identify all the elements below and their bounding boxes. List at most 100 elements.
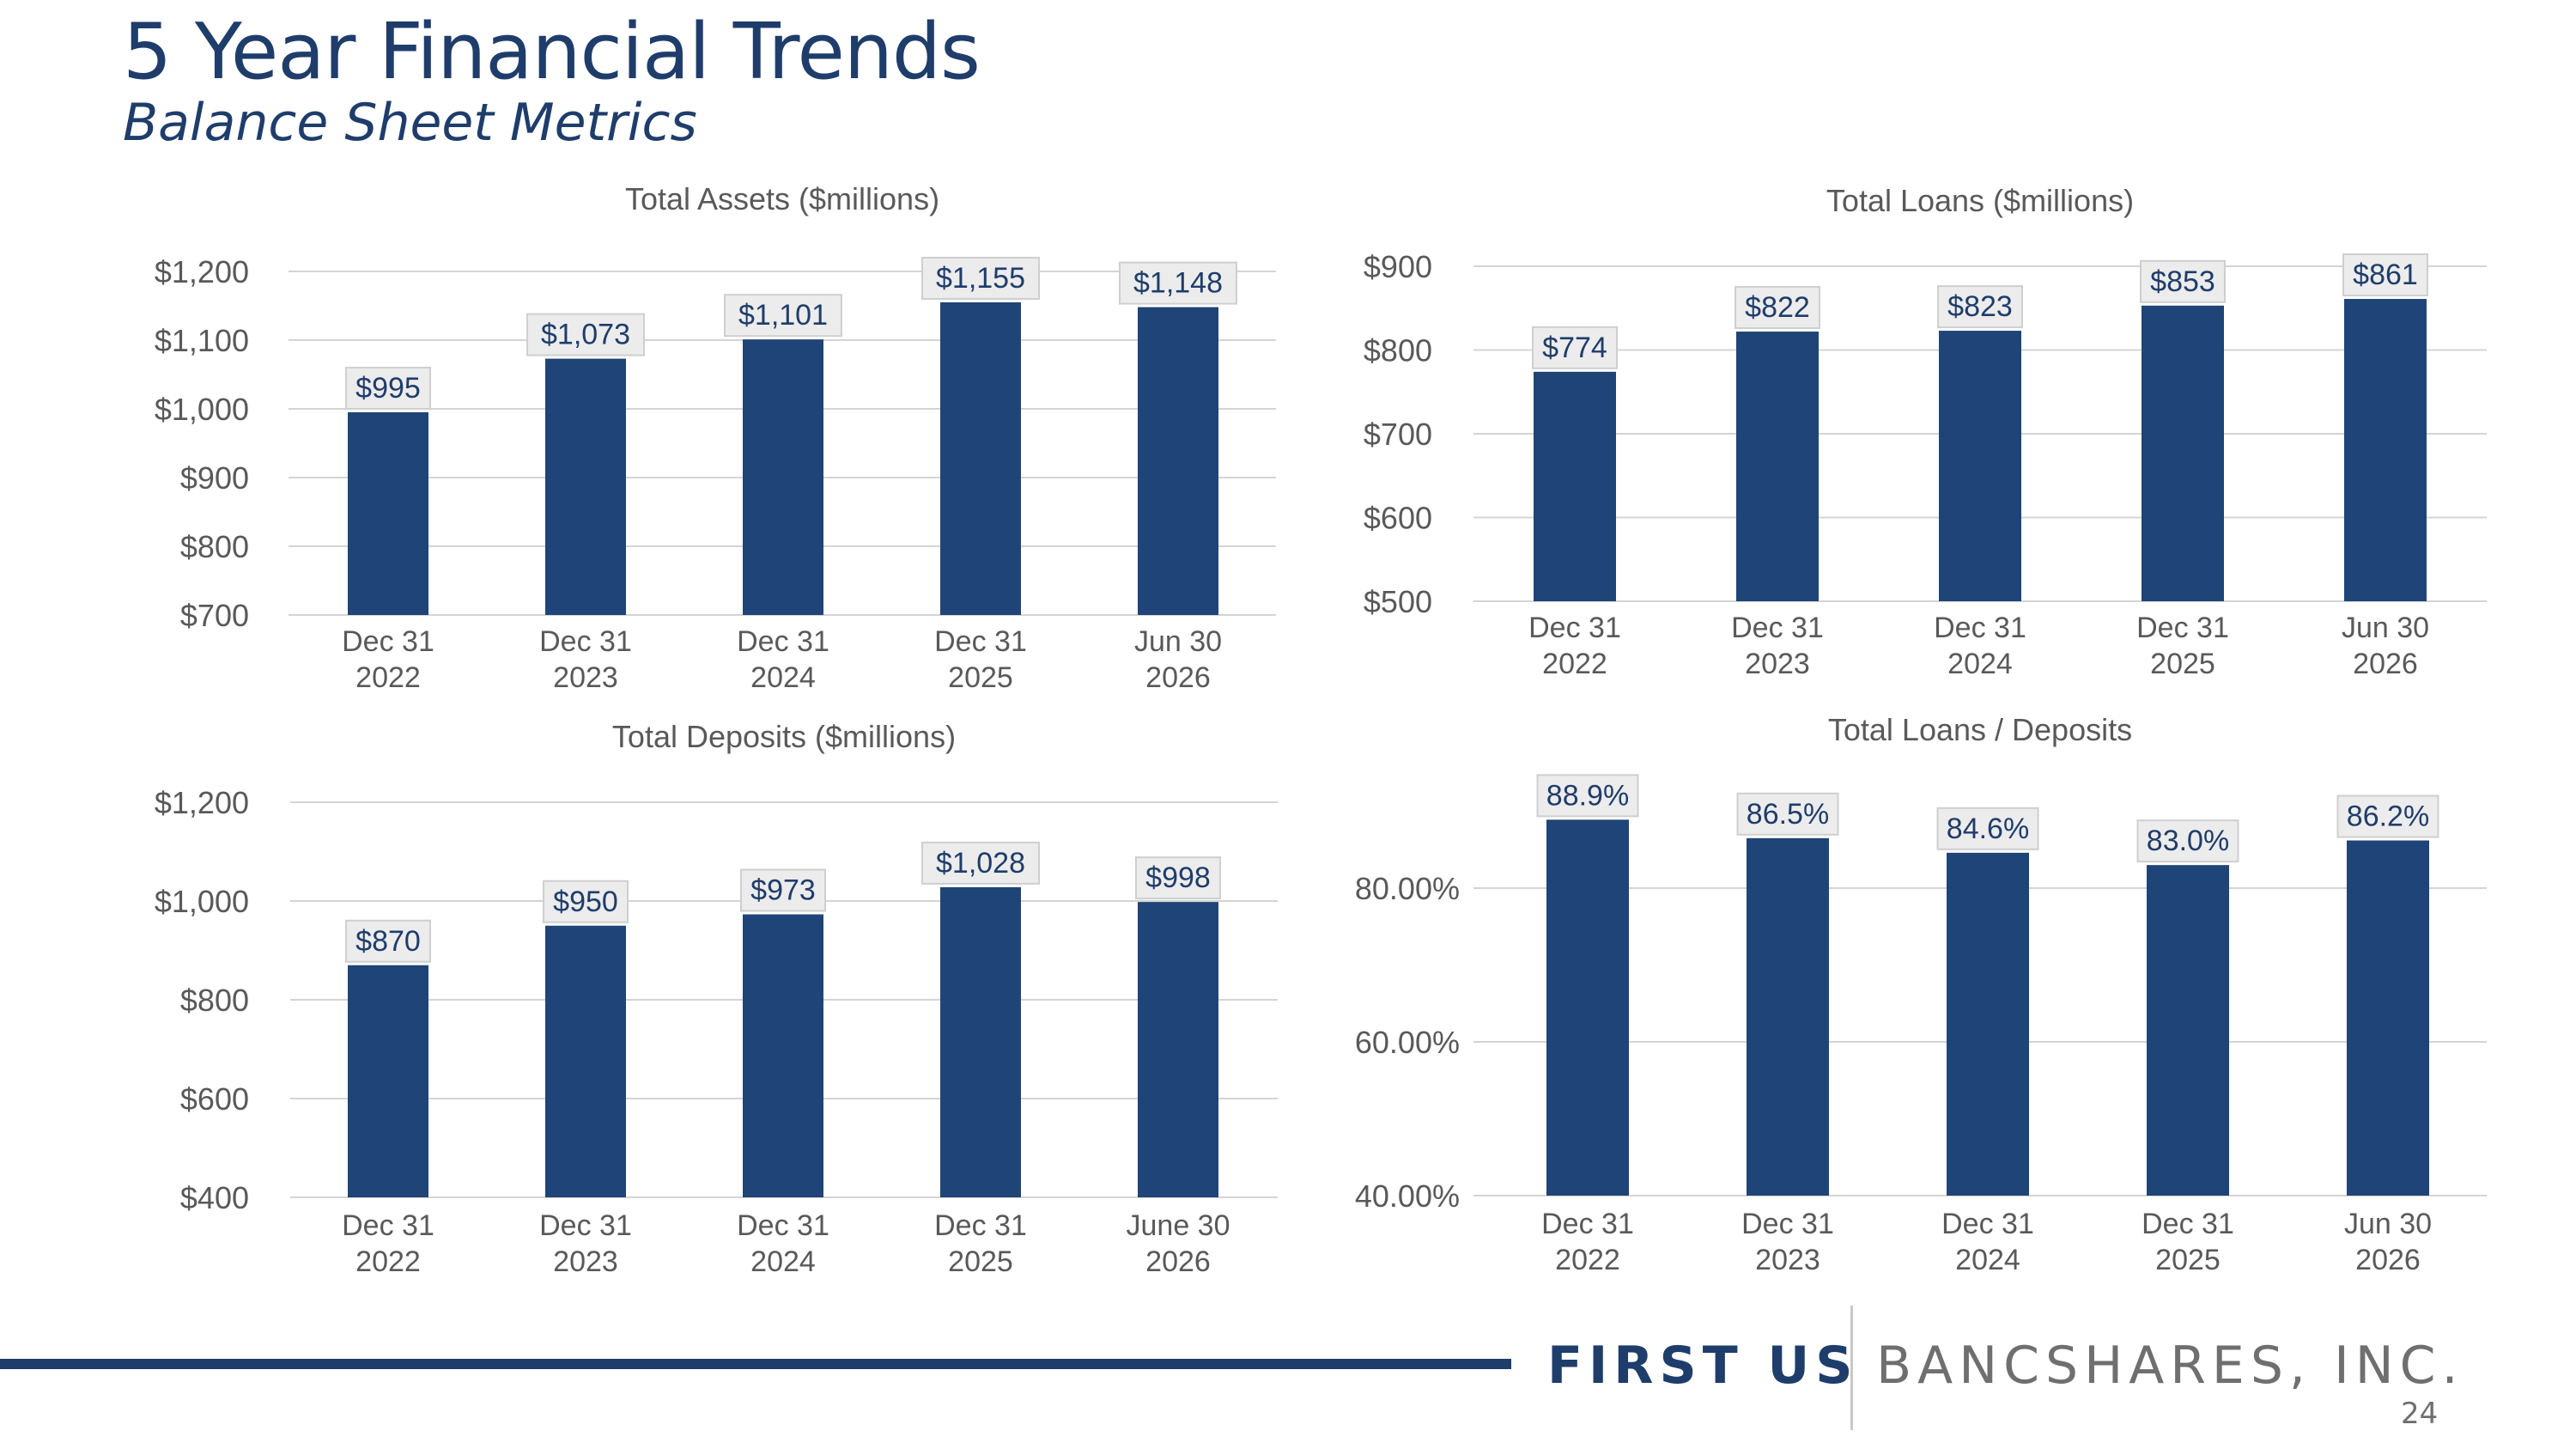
x-tick-label: Jun 30 bbox=[2344, 1208, 2432, 1240]
x-tick-label: Dec 31 bbox=[2142, 1208, 2234, 1240]
data-label-box bbox=[2336, 795, 2439, 838]
x-tick-label: 2024 bbox=[1955, 1244, 2020, 1276]
x-tick-label: 2023 bbox=[1745, 648, 1810, 680]
chart-title: Total Assets ($millions) bbox=[625, 181, 939, 216]
bar bbox=[743, 339, 823, 615]
x-tick-label: 2022 bbox=[1542, 648, 1607, 680]
bar bbox=[1947, 852, 2029, 1196]
x-tick-label: 2025 bbox=[948, 661, 1013, 694]
x-tick-label: 2025 bbox=[948, 1245, 1013, 1278]
data-label: 83.0% bbox=[2147, 825, 2229, 857]
x-tick-label: Dec 31 bbox=[2136, 612, 2229, 644]
data-label: 84.6% bbox=[1947, 813, 2029, 845]
data-label: $973 bbox=[750, 874, 816, 907]
x-tick-label: 2024 bbox=[750, 1245, 816, 1278]
data-label: $861 bbox=[2353, 259, 2418, 291]
x-tick-label: 2024 bbox=[750, 661, 816, 694]
x-tick-label: Dec 31 bbox=[539, 625, 632, 658]
bar bbox=[743, 914, 823, 1197]
y-tick-label: 40.00% bbox=[1355, 1178, 1460, 1214]
x-tick-label: 2025 bbox=[2155, 1244, 2221, 1276]
x-tick-label: Dec 31 bbox=[1934, 612, 2026, 644]
data-label-box bbox=[1936, 807, 2039, 850]
data-label-box bbox=[1135, 856, 1221, 900]
page-number: 24 bbox=[2401, 1397, 2439, 1431]
data-label: 88.9% bbox=[1546, 779, 1629, 812]
bar bbox=[348, 965, 428, 1197]
brand-logo-bancshares: BANCSHARES, INC. bbox=[1876, 1336, 2464, 1396]
y-tick-label: $900 bbox=[1364, 249, 1432, 284]
data-label: $1,148 bbox=[1133, 267, 1223, 300]
x-tick-label: 2023 bbox=[553, 661, 618, 694]
data-label-box bbox=[543, 880, 629, 923]
data-label: $998 bbox=[1145, 861, 1211, 894]
data-label: $1,155 bbox=[936, 262, 1025, 295]
data-label-box bbox=[740, 868, 826, 912]
x-tick-label: Jun 30 bbox=[1134, 625, 1222, 658]
data-label: $822 bbox=[1745, 291, 1810, 324]
y-tick-label: $1,100 bbox=[155, 323, 249, 358]
y-tick-label: $600 bbox=[1364, 501, 1432, 536]
x-tick-label: Dec 31 bbox=[934, 1209, 1027, 1242]
brand-logo-first-us: FIRST US bbox=[1547, 1336, 1859, 1396]
data-label: $870 bbox=[355, 925, 421, 958]
data-label-box bbox=[345, 367, 431, 410]
y-tick-label: $400 bbox=[180, 1180, 249, 1215]
footer-divider-bar bbox=[0, 1359, 1511, 1369]
y-tick-label: $500 bbox=[1364, 584, 1432, 619]
data-label: 86.2% bbox=[2347, 801, 2429, 833]
bar bbox=[1747, 837, 1829, 1196]
x-tick-label: 2022 bbox=[355, 661, 421, 694]
data-label-box bbox=[2140, 259, 2226, 303]
data-label-box bbox=[921, 257, 1040, 300]
data-label-box bbox=[1735, 286, 1820, 330]
x-tick-label: 2026 bbox=[2353, 648, 2418, 680]
y-tick-label: $800 bbox=[1364, 333, 1432, 368]
x-tick-label: Dec 31 bbox=[342, 625, 434, 658]
data-label: $1,101 bbox=[738, 299, 828, 332]
data-label: 86.5% bbox=[1747, 798, 1829, 831]
bar bbox=[545, 925, 626, 1197]
x-tick-label: 2023 bbox=[1755, 1244, 1820, 1276]
data-label-box bbox=[1937, 285, 2023, 329]
data-label-box bbox=[2342, 253, 2428, 297]
chart-title: Total Deposits ($millions) bbox=[612, 719, 956, 754]
data-label-box bbox=[2136, 819, 2239, 863]
data-label-box bbox=[1736, 792, 1839, 836]
x-tick-label: Dec 31 bbox=[342, 1209, 434, 1242]
x-tick-label: 2025 bbox=[2150, 648, 2215, 680]
bar bbox=[2142, 305, 2224, 601]
page-title: 5 Year Financial Trends bbox=[123, 7, 981, 97]
x-tick-label: Dec 31 bbox=[1528, 612, 1621, 644]
data-label-box bbox=[345, 919, 431, 963]
bar bbox=[1546, 819, 1629, 1196]
data-label-box bbox=[1536, 774, 1639, 818]
x-tick-label: June 30 bbox=[1127, 1209, 1230, 1242]
bar bbox=[2147, 865, 2229, 1196]
data-label-box bbox=[921, 841, 1040, 885]
data-label-box bbox=[1532, 326, 1618, 369]
bar bbox=[1534, 371, 1616, 601]
data-label-box bbox=[526, 313, 645, 356]
x-tick-label: 2023 bbox=[553, 1245, 618, 1278]
bar bbox=[1939, 331, 2021, 601]
x-tick-label: 2022 bbox=[355, 1245, 421, 1278]
y-tick-label: $800 bbox=[180, 983, 249, 1018]
bar bbox=[2344, 299, 2427, 601]
brand-separator bbox=[1850, 1306, 1853, 1430]
chart-title: Total Loans ($millions) bbox=[1826, 183, 2134, 218]
y-tick-label: $1,200 bbox=[155, 254, 249, 289]
x-tick-label: Dec 31 bbox=[737, 625, 829, 658]
bar bbox=[1138, 902, 1218, 1197]
y-tick-label: 60.00% bbox=[1355, 1025, 1460, 1060]
data-label-box bbox=[1119, 261, 1237, 305]
y-tick-label: $700 bbox=[180, 598, 249, 633]
chart-title: Total Loans / Deposits bbox=[1828, 712, 2132, 747]
x-tick-label: 2022 bbox=[1555, 1244, 1620, 1276]
data-label: $995 bbox=[355, 372, 421, 405]
x-tick-label: Dec 31 bbox=[1541, 1208, 1634, 1240]
